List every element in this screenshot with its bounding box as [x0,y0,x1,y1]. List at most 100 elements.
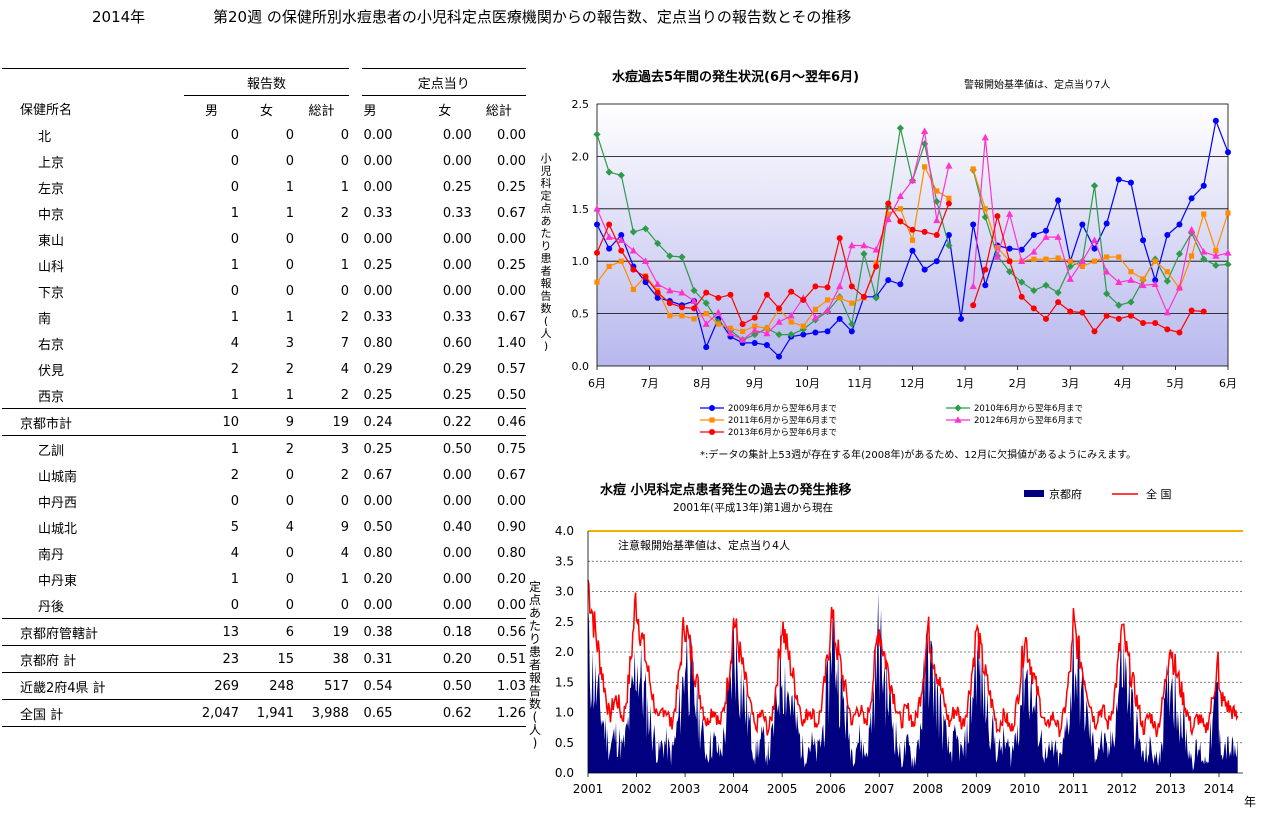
chart1-point [776,305,783,312]
table-row: 乙訓 1 2 3 0.25 0.50 0.75 [2,435,526,462]
row-value: 0.00 [442,597,472,613]
chart1-point [1152,277,1159,284]
row-name: 中京 [38,207,65,223]
chart1-point [1188,195,1195,202]
chart1-point [848,241,856,249]
chart1-point [824,328,831,335]
row-value: 0.46 [471,408,526,436]
chart1-point [605,168,613,176]
chart1-point [763,329,771,337]
chart1-point [993,253,1002,260]
table-row: 京都府管轄計 13 6 19 0.38 0.18 0.56 [2,618,526,646]
chart1-point [1200,255,1208,263]
row-value: 0.54 [361,672,418,700]
row-value: 0.00 [363,597,393,613]
row-value: 0.90 [497,519,526,535]
row-value: 0 [230,283,240,299]
chart1-point [1018,257,1026,264]
row-value: 0.29 [442,361,472,377]
row-value: 23 [184,645,240,673]
row-value: 9 [239,408,295,436]
row-value: 0 [285,153,295,169]
chart1-point [897,206,903,212]
chart1-point [630,266,637,273]
row-value: 0.80 [497,545,526,561]
chart1-point [666,252,674,260]
row-value: 0.00 [442,545,472,561]
chart1-point [606,263,612,270]
row-value: 0 [230,179,240,195]
chart1-point [1042,227,1049,234]
row-value: 0.00 [497,127,526,143]
row-value: 0.00 [497,153,526,169]
row-value: 0.62 [417,699,472,727]
row-value: 0.24 [361,408,418,436]
chart1-point [812,329,819,336]
chart1-point [1103,267,1111,275]
row-value: 0.67 [497,467,526,483]
row-value: 6 [239,618,295,646]
chart1-point [969,282,977,290]
chart1-x-tick-label: 10月 [795,377,820,390]
chart2-x-tick-label: 2008 [912,782,943,796]
row-value: 1.40 [497,335,526,351]
chart1-point [1091,258,1098,264]
row-value: 0.18 [417,618,472,646]
chart1-point [1042,315,1049,322]
chart1-point [1188,253,1195,259]
row-value: 3 [285,335,295,351]
chart1-point [763,342,770,349]
chart1-point [896,192,904,200]
row-value: 1 [230,205,240,221]
row-value: 2,047 [184,699,240,727]
row-value: 7 [340,335,349,351]
chart1-point [1018,293,1025,300]
chart1-point [739,321,746,328]
row-value: 1 [230,257,240,273]
table-row: 山城北 5 4 9 0.50 0.40 0.90 [2,514,526,540]
chart1-legend-label: 2009年6月から翌年6月まで [728,403,837,414]
chart1-series-line [596,127,1229,341]
row-name: 山城南 [38,469,78,485]
chart1-legend-label: 2012年6月から翌年6月まで [974,415,1083,426]
chart1-plot-area [596,103,1229,367]
row-name: 中丹西 [38,495,78,511]
row-value: 0 [285,231,295,247]
chart1-point [1140,276,1146,282]
chart1-x-tick-label: 6月 [588,377,606,390]
chart1-point [1152,258,1158,264]
row-name: 西京 [38,389,65,405]
chart1-point [982,206,988,212]
row-value: 2 [340,467,349,483]
chart1-point [1018,278,1026,286]
row-value: 5 [230,519,240,535]
row-value: 1.03 [471,672,526,700]
chart1-point [751,339,758,346]
chart1-point [933,258,940,265]
chart1-point [740,328,746,335]
table-row: 山城南 2 0 2 0.67 0.00 0.67 [2,462,526,488]
chart1-point [945,200,952,207]
row-value: 0 [340,153,349,169]
chart1-point [933,232,940,238]
row-value: 0.00 [363,127,393,143]
chart1-point [885,277,892,284]
row-value: 0.33 [442,205,472,221]
row-value: 0.31 [361,645,418,673]
row-value: 1 [230,571,240,587]
chart1-point [1163,277,1171,285]
row-value: 0.50 [417,672,472,700]
row-value: 0 [340,283,349,299]
table-body: 北 0 0 0 0.00 0.00 0.00 上京 0 0 0 0.00 0.00 0.00 左京 0 1 1 0.… [2,122,526,727]
chart2-x-axis-label: 年 [1244,795,1256,809]
table-row: 下京 0 0 0 0.00 0.00 0.00 [2,278,526,304]
chart1-x-tick-label: 9月 [746,377,764,390]
row-value: 0.20 [497,571,526,587]
chart1-point [739,336,747,343]
chart1-point [897,281,904,288]
chart1-point [1079,263,1085,270]
table-row: 丹後 0 0 0 0.00 0.00 0.00 [2,592,526,619]
chart1-point [1224,260,1232,268]
chart1-point [860,250,868,258]
chart1-point [848,320,856,328]
